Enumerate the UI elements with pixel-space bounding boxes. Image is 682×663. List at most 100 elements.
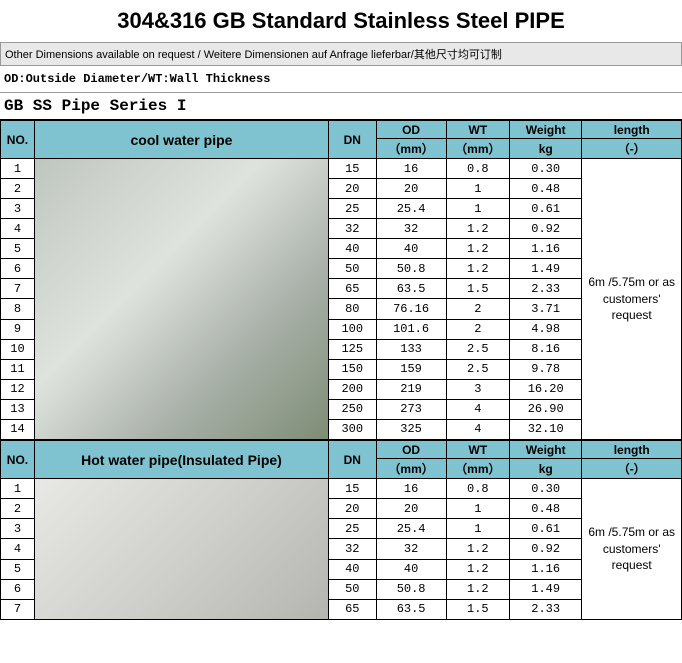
cell-od: 325 — [376, 419, 446, 439]
col-weight: Weight — [510, 121, 582, 139]
col-length-unit: （-） — [582, 459, 682, 479]
cell-wt: 1.2 — [446, 259, 509, 279]
cell-length-note: 6m /5.75m or as customers' request — [582, 479, 682, 620]
cell-wg: 16.20 — [510, 379, 582, 399]
cell-wg: 0.61 — [510, 519, 582, 539]
cell-no: 11 — [1, 359, 35, 379]
subtitle-note: Other Dimensions available on request / … — [0, 42, 682, 66]
cell-dn: 15 — [329, 159, 377, 179]
cell-dn: 40 — [329, 239, 377, 259]
cell-wt: 0.8 — [446, 159, 509, 179]
cell-dn: 300 — [329, 419, 377, 439]
cell-no: 9 — [1, 319, 35, 339]
cell-dn: 65 — [329, 599, 377, 619]
cell-wt: 0.8 — [446, 479, 509, 499]
cell-wg: 1.49 — [510, 259, 582, 279]
cell-wt: 1.2 — [446, 239, 509, 259]
cell-dn: 32 — [329, 219, 377, 239]
product-image — [34, 479, 328, 620]
cell-no: 7 — [1, 279, 35, 299]
product-image — [34, 159, 328, 440]
col-weight: Weight — [510, 441, 582, 459]
cell-od: 25.4 — [376, 199, 446, 219]
section-label-hot: Hot water pipe(Insulated Pipe) — [34, 441, 328, 479]
cell-dn: 20 — [329, 179, 377, 199]
cell-length-note: 6m /5.75m or as customers' request — [582, 159, 682, 440]
cell-wt: 4 — [446, 399, 509, 419]
legend-text: OD:Outside Diameter/WT:Wall Thickness — [0, 66, 682, 93]
cell-od: 32 — [376, 539, 446, 559]
cell-od: 159 — [376, 359, 446, 379]
cell-no: 1 — [1, 159, 35, 179]
cell-wg: 26.90 — [510, 399, 582, 419]
cell-dn: 25 — [329, 199, 377, 219]
cell-dn: 100 — [329, 319, 377, 339]
cell-wt: 1 — [446, 519, 509, 539]
cell-dn: 25 — [329, 519, 377, 539]
cell-no: 2 — [1, 179, 35, 199]
cell-wt: 1 — [446, 199, 509, 219]
cell-od: 25.4 — [376, 519, 446, 539]
cell-dn: 125 — [329, 339, 377, 359]
col-od: OD — [376, 121, 446, 139]
cell-no: 5 — [1, 559, 35, 579]
cell-wt: 1.5 — [446, 279, 509, 299]
series-title: GB SS Pipe Series I — [0, 93, 682, 120]
col-dn: DN — [329, 441, 377, 479]
cell-od: 32 — [376, 219, 446, 239]
cell-wg: 1.49 — [510, 579, 582, 599]
cell-no: 12 — [1, 379, 35, 399]
cell-od: 20 — [376, 499, 446, 519]
section-label-cool: cool water pipe — [34, 121, 328, 159]
cell-wt: 2.5 — [446, 359, 509, 379]
table-cool-water: NO. cool water pipe DN OD WT Weight leng… — [0, 120, 682, 440]
cell-wg: 0.48 — [510, 179, 582, 199]
cell-wt: 2.5 — [446, 339, 509, 359]
cell-od: 101.6 — [376, 319, 446, 339]
cell-od: 133 — [376, 339, 446, 359]
cell-od: 50.8 — [376, 579, 446, 599]
table-hot-water: NO. Hot water pipe(Insulated Pipe) DN OD… — [0, 440, 682, 620]
col-length: length — [582, 121, 682, 139]
cell-dn: 150 — [329, 359, 377, 379]
cell-no: 4 — [1, 539, 35, 559]
cell-wt: 1.2 — [446, 539, 509, 559]
cell-wt: 1 — [446, 179, 509, 199]
cell-wt: 2 — [446, 319, 509, 339]
col-no: NO. — [1, 121, 35, 159]
cell-wg: 0.61 — [510, 199, 582, 219]
cell-wg: 9.78 — [510, 359, 582, 379]
cell-od: 20 — [376, 179, 446, 199]
col-length-unit: （-） — [582, 139, 682, 159]
cell-wg: 1.16 — [510, 559, 582, 579]
cell-wt: 1 — [446, 499, 509, 519]
cell-od: 63.5 — [376, 599, 446, 619]
cell-od: 50.8 — [376, 259, 446, 279]
col-length: length — [582, 441, 682, 459]
pipe-image-placeholder — [35, 159, 328, 439]
col-wt: WT — [446, 441, 509, 459]
col-weight-unit: kg — [510, 459, 582, 479]
cell-dn: 250 — [329, 399, 377, 419]
cell-od: 40 — [376, 559, 446, 579]
cell-wg: 32.10 — [510, 419, 582, 439]
pipe-image-placeholder — [35, 479, 328, 619]
cell-dn: 40 — [329, 559, 377, 579]
cell-wt: 1.5 — [446, 599, 509, 619]
cell-wt: 1.2 — [446, 559, 509, 579]
cell-wg: 4.98 — [510, 319, 582, 339]
cell-wt: 1.2 — [446, 579, 509, 599]
cell-od: 40 — [376, 239, 446, 259]
cell-no: 6 — [1, 259, 35, 279]
cell-od: 273 — [376, 399, 446, 419]
page-title: 304&316 GB Standard Stainless Steel PIPE — [0, 0, 682, 42]
cell-no: 4 — [1, 219, 35, 239]
col-wt: WT — [446, 121, 509, 139]
cell-wg: 0.92 — [510, 219, 582, 239]
cell-wg: 0.30 — [510, 159, 582, 179]
cell-od: 63.5 — [376, 279, 446, 299]
cell-no: 5 — [1, 239, 35, 259]
cell-dn: 80 — [329, 299, 377, 319]
cell-wt: 3 — [446, 379, 509, 399]
cell-dn: 200 — [329, 379, 377, 399]
